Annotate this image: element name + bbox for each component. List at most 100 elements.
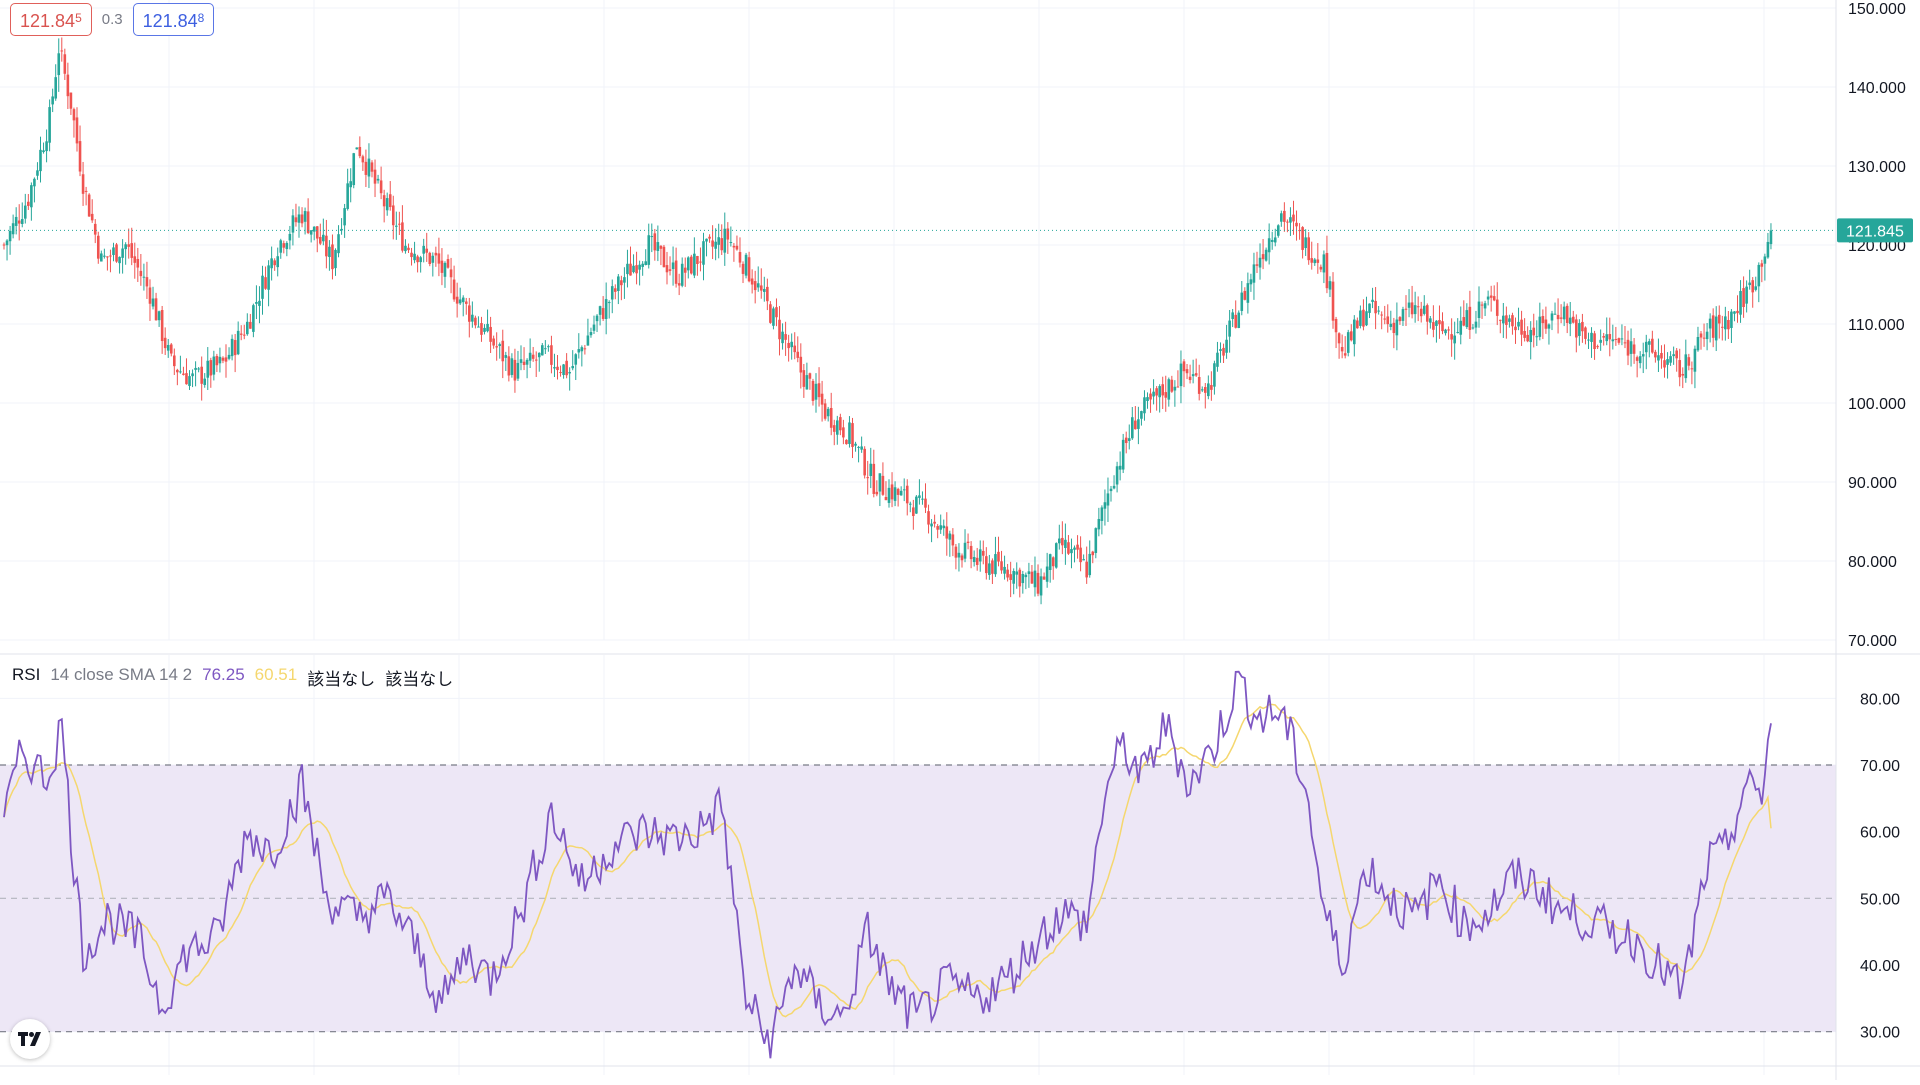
candle-body xyxy=(893,487,897,501)
candle-body xyxy=(510,358,514,375)
candle-body xyxy=(486,323,489,332)
candle-body xyxy=(793,345,797,353)
candle-body xyxy=(1483,303,1487,309)
candle-body xyxy=(1307,237,1310,261)
candle-body xyxy=(1353,319,1356,345)
candle-body xyxy=(480,323,483,335)
candle-body xyxy=(1048,554,1052,570)
candle-body xyxy=(653,233,657,251)
candle-body xyxy=(805,375,809,390)
candle-body xyxy=(924,498,927,508)
candle-body xyxy=(1629,341,1633,354)
candle-body xyxy=(763,288,766,292)
sell-price-box[interactable]: 121.845 xyxy=(10,2,92,36)
candle-body xyxy=(1575,319,1578,338)
candle-body xyxy=(1067,542,1070,554)
candle-body xyxy=(702,241,705,265)
candle-body xyxy=(325,235,328,257)
candle-body xyxy=(1663,360,1666,368)
candle-body xyxy=(696,256,699,264)
rsi-na-2: 該当なし xyxy=(385,670,454,689)
candle-body xyxy=(1544,319,1548,329)
candle-body xyxy=(683,267,687,273)
candle-body xyxy=(1517,321,1520,327)
candle-body xyxy=(1432,322,1435,330)
candle-body xyxy=(1340,346,1344,352)
candle-body xyxy=(242,334,246,336)
candle-body xyxy=(1228,320,1231,337)
candle-body xyxy=(1316,259,1320,263)
candle-body xyxy=(531,354,535,359)
candle-body xyxy=(382,195,386,207)
rsi-name: RSI xyxy=(12,665,41,684)
candle-body xyxy=(1687,357,1691,366)
candle-body xyxy=(620,280,623,286)
candle-body xyxy=(48,107,51,143)
candle-body xyxy=(878,473,882,492)
candle-body xyxy=(136,258,140,268)
candle-body xyxy=(1422,305,1426,314)
candle-body xyxy=(808,373,812,379)
candle-body xyxy=(872,463,876,494)
candle-body xyxy=(699,261,702,263)
candle-body xyxy=(81,174,85,194)
candle-body xyxy=(425,248,429,253)
candle-body xyxy=(1167,379,1171,400)
candle-body xyxy=(1255,264,1259,266)
price-tick-label: 140.000 xyxy=(1848,80,1906,97)
candle-body xyxy=(379,180,383,194)
candle-body xyxy=(1146,397,1149,402)
candle-body xyxy=(1471,327,1475,329)
candle-body xyxy=(1602,336,1605,338)
candle-body xyxy=(1225,339,1228,353)
candle-body xyxy=(221,357,225,361)
candle-body xyxy=(1085,561,1088,578)
buy-price-pip: 8 xyxy=(197,10,205,25)
candle-body xyxy=(1678,360,1682,378)
candle-body xyxy=(1465,310,1469,328)
candle-body xyxy=(854,443,857,446)
candle-body xyxy=(160,310,164,342)
candle-body xyxy=(376,178,380,181)
rsi-legend[interactable]: RSI 14 close SMA 14 2 76.25 60.51 該当なし 該… xyxy=(12,665,453,690)
candle-body xyxy=(1356,320,1359,329)
candle-body xyxy=(1368,303,1371,313)
candle-body xyxy=(1705,331,1709,340)
candle-body xyxy=(1386,316,1390,325)
candle-body xyxy=(328,246,331,258)
candle-body xyxy=(334,249,337,269)
candle-body xyxy=(69,92,73,109)
candle-body xyxy=(51,96,54,105)
candle-body xyxy=(1286,221,1289,223)
candle-body xyxy=(1094,528,1098,553)
candle-body xyxy=(927,511,930,525)
candle-body xyxy=(1124,437,1128,444)
candle-body xyxy=(769,304,772,323)
buy-price-box[interactable]: 121.848 xyxy=(132,2,215,36)
candle-body xyxy=(288,233,292,241)
candle-body xyxy=(419,257,422,263)
candle-body xyxy=(370,162,374,172)
candle-body xyxy=(778,319,781,340)
candle-body xyxy=(93,223,97,235)
candle-body xyxy=(519,359,523,363)
candle-body xyxy=(261,275,264,299)
candle-body xyxy=(96,235,100,259)
candle-body xyxy=(388,194,392,208)
candle-body xyxy=(617,276,620,292)
tradingview-logo-icon[interactable] xyxy=(10,1019,50,1059)
candle-body xyxy=(647,235,651,265)
candle-body xyxy=(595,315,599,322)
candle-body xyxy=(832,425,836,432)
candle-body xyxy=(258,300,261,306)
candle-body xyxy=(1751,280,1755,293)
candle-body xyxy=(826,408,830,417)
candle-body xyxy=(145,277,149,287)
candle-body xyxy=(239,333,243,335)
candle-body xyxy=(1450,334,1453,340)
candle-body xyxy=(1599,339,1602,343)
candle-body xyxy=(1188,376,1192,381)
